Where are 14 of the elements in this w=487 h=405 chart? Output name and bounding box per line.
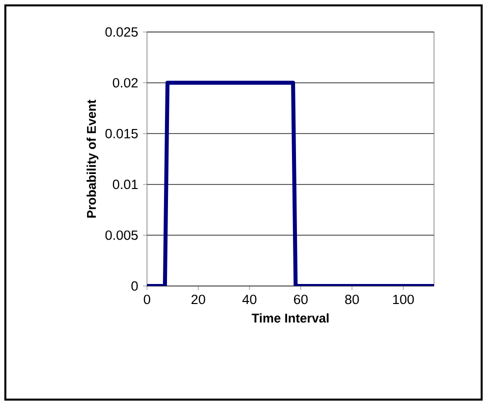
- x-tick-label: 100: [393, 294, 414, 304]
- x-tick-label: 0: [144, 294, 150, 304]
- y-tick-label: 0: [131, 281, 138, 291]
- x-tick-label: 40: [242, 294, 256, 304]
- x-tick-label: 60: [294, 294, 308, 304]
- x-axis-title: Time Interval: [252, 313, 329, 323]
- x-tick-label: 20: [192, 294, 206, 304]
- y-tick-label: 0.02: [112, 78, 138, 88]
- x-tick-label: 80: [345, 294, 359, 304]
- y-tick-label: 0.025: [105, 27, 138, 37]
- y-tick-label: 0.015: [105, 128, 138, 138]
- y-tick-label: 0.005: [105, 230, 138, 240]
- y-tick-label: 0.01: [112, 180, 138, 190]
- y-axis-title: Probability of Event: [86, 100, 98, 218]
